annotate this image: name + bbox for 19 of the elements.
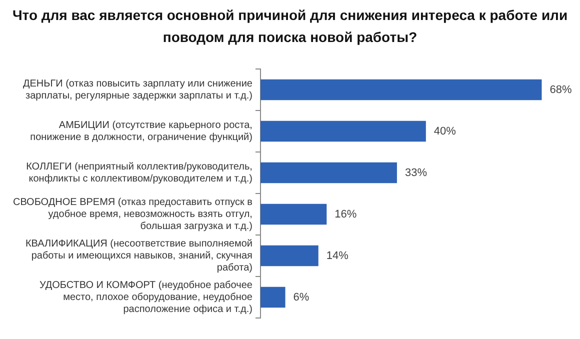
data-label: 16% bbox=[334, 208, 357, 220]
y-tick-label: АМБИЦИИ (отсутствие карьерного роста, понижение в должности, ограничение функций) bbox=[30, 120, 252, 143]
bar bbox=[260, 204, 327, 225]
y-tick-label: СВОБОДНОЕ ВРЕМЯ (отказ предоставить отпуск в удобное время, невозможность взять отгул, большая загрузка и т.д.) bbox=[13, 197, 252, 232]
bar bbox=[260, 162, 397, 184]
y-tick-label: ДЕНЬГИ (отказ повысить зарплату или снижение зарплаты, регулярные задержки зарплаты и т.д.) bbox=[22, 78, 253, 102]
chart-title: Что для вас является основной причиной для снижения интереса к работе или поводом для поиска новой работы? bbox=[11, 6, 569, 47]
bar bbox=[260, 245, 318, 266]
bar bbox=[260, 286, 286, 308]
data-label: 6% bbox=[293, 291, 310, 304]
data-label: 68% bbox=[550, 84, 572, 96]
bar bbox=[260, 120, 426, 142]
y-tick-label: КВАЛИФИКАЦИЯ (несоответствие выполняемой работы и имеющихся навыков, знаний, скучная работа) bbox=[25, 238, 252, 274]
data-label: 14% bbox=[326, 250, 349, 262]
data-label: 33% bbox=[404, 166, 428, 179]
data-label: 40% bbox=[434, 125, 456, 138]
y-tick-label: УДОБСТВО И КОМФОРТ (неудобное рабочее место, плохое оборудование, неудобное расположение офиса и т.д.) bbox=[39, 280, 253, 315]
bar bbox=[260, 79, 542, 100]
y-tick-label: КОЛЛЕГИ (неприятный коллектив/руководитель, конфликты с коллективом/руководителем и т.д.) bbox=[26, 162, 252, 184]
